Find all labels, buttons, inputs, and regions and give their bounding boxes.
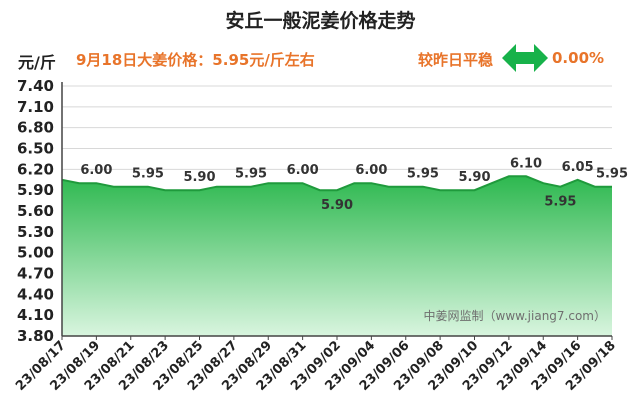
y-tick-label: 4.40 xyxy=(17,285,54,303)
data-label: 5.90 xyxy=(458,170,490,185)
data-label: 5.95 xyxy=(407,167,439,182)
compare-label: 较昨日平稳 xyxy=(418,51,494,69)
chart-title: 安丘一般泥姜价格走势 xyxy=(225,10,416,32)
y-tick-label: 6.80 xyxy=(17,119,54,137)
data-label: 6.00 xyxy=(355,163,387,178)
y-tick-label: 5.90 xyxy=(17,181,54,199)
data-label: 6.10 xyxy=(510,156,542,171)
change-percent: 0.00% xyxy=(552,49,605,67)
y-tick-label: 5.30 xyxy=(17,223,54,241)
unit-label: 元/斤 xyxy=(18,53,56,72)
y-tick-label: 3.80 xyxy=(17,327,54,345)
data-label: 6.00 xyxy=(287,163,319,178)
watermark: 中姜网监制（www.jiang7.com） xyxy=(424,308,606,323)
y-tick-label: 7.40 xyxy=(17,77,54,95)
y-tick-label: 5.00 xyxy=(17,244,54,262)
y-tick-label: 4.10 xyxy=(17,306,54,324)
y-tick-label: 5.60 xyxy=(17,202,54,220)
price-area xyxy=(62,176,612,336)
price-line-series xyxy=(61,175,612,192)
data-label: 5.90 xyxy=(183,170,215,185)
data-label: 6.05 xyxy=(562,160,594,175)
y-tick-label: 4.70 xyxy=(17,265,54,283)
data-label: 5.95 xyxy=(235,167,267,182)
data-label: 5.95 xyxy=(132,167,164,182)
y-tick-label: 6.20 xyxy=(17,160,54,178)
data-label: 5.90 xyxy=(321,198,353,213)
double-arrow-icon xyxy=(502,44,548,72)
y-tick-label: 6.50 xyxy=(17,140,54,158)
y-tick-label: 7.10 xyxy=(17,98,54,116)
data-label: 6.00 xyxy=(80,163,112,178)
data-label: 5.95 xyxy=(544,195,576,210)
data-label: 5.95 xyxy=(596,167,628,182)
price-summary: 9月18日大姜价格：5.95元/斤左右 xyxy=(76,51,315,69)
